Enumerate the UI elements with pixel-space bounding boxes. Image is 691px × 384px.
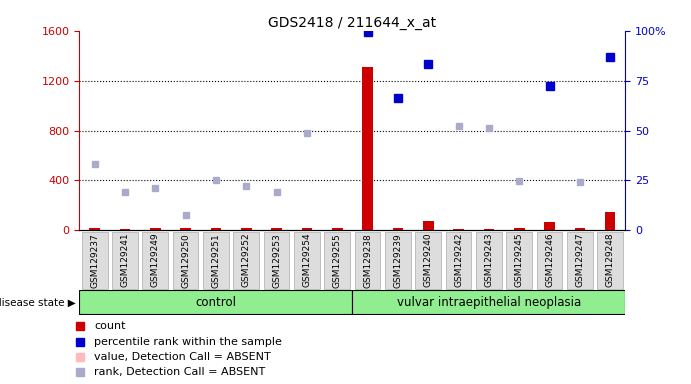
Text: GSM129238: GSM129238 [363,233,372,288]
Text: GSM129255: GSM129255 [333,233,342,288]
Bar [545,222,555,230]
FancyBboxPatch shape [567,232,593,289]
FancyBboxPatch shape [415,232,441,289]
FancyBboxPatch shape [354,232,381,289]
Text: GSM129250: GSM129250 [181,233,190,288]
Text: GSM129241: GSM129241 [120,233,129,288]
Text: vulvar intraepithelial neoplasia: vulvar intraepithelial neoplasia [397,296,581,309]
Bar [574,228,585,230]
FancyBboxPatch shape [476,232,502,289]
Bar [484,228,494,230]
FancyBboxPatch shape [112,232,138,289]
Bar [89,228,100,230]
Bar [120,228,131,230]
Bar [362,67,373,230]
Text: count: count [94,321,126,331]
Text: GSM129254: GSM129254 [303,233,312,288]
Bar [150,228,160,230]
Bar [605,212,616,230]
Text: GSM129251: GSM129251 [211,233,220,288]
Text: disease state ▶: disease state ▶ [0,297,76,308]
FancyBboxPatch shape [352,290,625,314]
Text: GSM129240: GSM129240 [424,233,433,288]
FancyBboxPatch shape [385,232,410,289]
Text: control: control [196,296,236,309]
Text: GSM129248: GSM129248 [606,233,615,288]
FancyBboxPatch shape [507,232,532,289]
FancyBboxPatch shape [264,232,290,289]
Text: GSM129252: GSM129252 [242,233,251,288]
Text: GSM129246: GSM129246 [545,233,554,288]
Title: GDS2418 / 211644_x_at: GDS2418 / 211644_x_at [268,16,437,30]
Text: GSM129237: GSM129237 [90,233,99,288]
Bar [423,221,433,230]
Bar [392,228,404,230]
Text: value, Detection Call = ABSENT: value, Detection Call = ABSENT [94,352,271,362]
FancyBboxPatch shape [82,232,108,289]
Bar [453,229,464,230]
Bar [241,228,252,230]
Text: GSM129247: GSM129247 [576,233,585,288]
FancyBboxPatch shape [597,232,623,289]
Bar [301,228,312,230]
FancyBboxPatch shape [142,232,168,289]
FancyBboxPatch shape [324,232,350,289]
FancyBboxPatch shape [446,232,471,289]
Bar [332,228,343,230]
Bar [180,228,191,230]
Text: rank, Detection Call = ABSENT: rank, Detection Call = ABSENT [94,367,265,377]
Text: GSM129239: GSM129239 [393,233,402,288]
Text: GSM129243: GSM129243 [484,233,493,288]
FancyBboxPatch shape [203,232,229,289]
Bar [514,228,524,230]
Bar [272,228,282,230]
Text: GSM129242: GSM129242 [454,233,463,287]
Text: GSM129253: GSM129253 [272,233,281,288]
FancyBboxPatch shape [537,232,562,289]
FancyBboxPatch shape [234,232,259,289]
FancyBboxPatch shape [79,290,352,314]
Text: GSM129245: GSM129245 [515,233,524,288]
Text: GSM129249: GSM129249 [151,233,160,288]
FancyBboxPatch shape [173,232,198,289]
Bar [211,228,221,230]
Text: percentile rank within the sample: percentile rank within the sample [94,337,282,347]
FancyBboxPatch shape [294,232,320,289]
